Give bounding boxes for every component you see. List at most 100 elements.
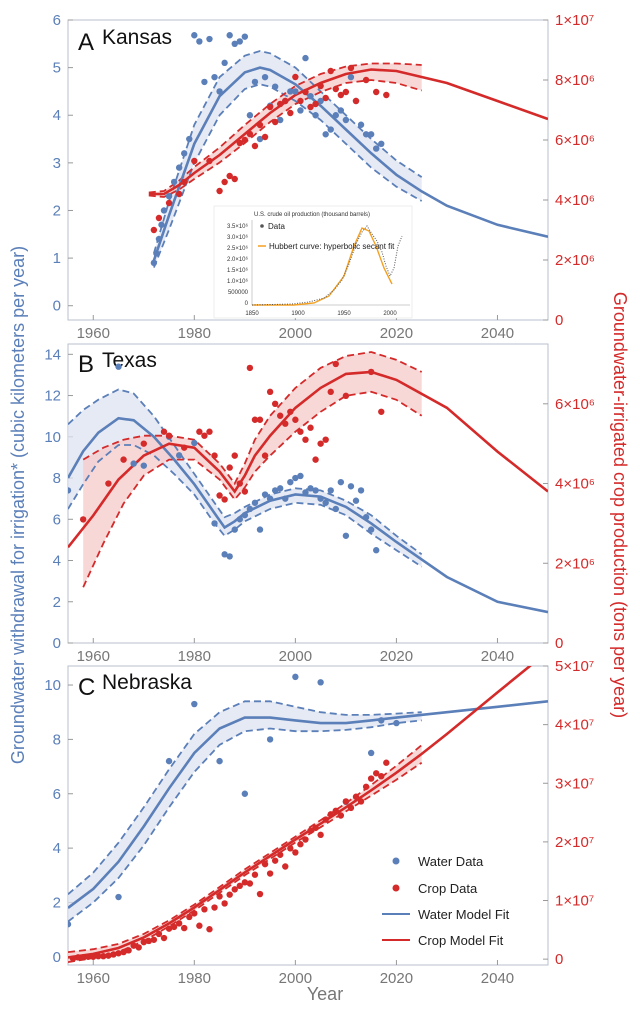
panel-a-water-point: [211, 73, 218, 81]
panel-c-x-tick-label: 2040: [481, 970, 514, 987]
panel-c-crop-point: [277, 851, 284, 858]
panel-b-crop-point: [201, 432, 208, 439]
panel-a-crop-point: [150, 226, 158, 234]
inset-data-points: [251, 225, 403, 306]
panel-c-crop-point: [367, 775, 375, 782]
panel-a-crop-point: [352, 97, 360, 105]
panel-b-crop-point: [342, 392, 350, 400]
panel-b-x-tick-label: 2000: [279, 648, 312, 665]
panel-b-water-point: [221, 551, 228, 558]
panel-a-water-point: [327, 126, 334, 133]
panel-b-water-band-lower: [68, 444, 423, 568]
inset-y-tick: 3.0×10⁶: [227, 234, 249, 241]
panel-b-water-point: [337, 478, 345, 486]
panel-b-y-tick-label: 8: [53, 470, 61, 487]
panel-a-x-tick-label: 1960: [77, 325, 110, 342]
inset-legend-fit: Hubbert curve: hyperbolic secant fit: [269, 242, 395, 251]
panel-c-x-tick-label: 1980: [178, 970, 211, 987]
panel-c-crop-point: [378, 773, 385, 780]
panel-c-crop-point: [105, 952, 112, 959]
legend-water-fit: Water Model Fit: [418, 907, 510, 922]
panel-c-crop-point: [317, 831, 324, 839]
panel-c-water-point: [317, 679, 324, 686]
inset: U.S. crude oil production (thousand barr…: [213, 205, 413, 319]
panel-c-y-tick-label: 4: [53, 840, 61, 857]
legend-water-data: Water Data: [418, 854, 484, 869]
panel-a-letter: A: [78, 29, 94, 56]
panel-b-water-point: [226, 553, 233, 560]
panel-b-crop-point: [79, 516, 87, 523]
panel-a-water-point: [221, 59, 228, 67]
panel-c-crop-point: [251, 871, 259, 878]
panel-b-crop-point: [297, 428, 304, 435]
panel-a-water-point: [312, 112, 319, 119]
panel-b-water-point: [307, 485, 314, 492]
panel-c-water-fit-line: [68, 700, 548, 909]
panel-b-y2-tick-label: 6×10⁶: [555, 396, 595, 413]
panel-b-water-point: [327, 487, 334, 494]
panel-b-crop-band-lower: [82, 390, 423, 588]
panel-c-crop-point: [130, 942, 137, 949]
panel-a-crop-point: [216, 187, 223, 195]
panel-c-crop-point: [327, 811, 334, 818]
panel-a-x-tick-label: 2020: [380, 325, 413, 342]
panel-b-crop-point: [312, 456, 319, 463]
panel-b-water-point: [266, 495, 274, 502]
panel-b-water-point: [251, 499, 259, 506]
panel-a-y-tick-label: 5: [53, 60, 61, 77]
inset-y-ticks: 3.5×10⁶ 3.0×10⁶ 2.5×10⁶ 2.0×10⁶ 1.5×10⁶ …: [227, 223, 249, 307]
panel-a-water-point: [261, 73, 269, 81]
panel-c-y-tick-label: 2: [53, 894, 61, 911]
panel-b-crop-point: [140, 440, 147, 447]
panel-c-water-point: [191, 700, 198, 708]
panel-b-crop-point: [317, 440, 324, 447]
panel-c-y2-tick-label: 4×10⁷: [555, 717, 594, 734]
panel-a-crop-point: [317, 82, 324, 90]
inset-y-tick: 1.5×10⁶: [227, 267, 249, 274]
panel-a-water-point: [307, 92, 314, 100]
panel-a-water-point: [186, 135, 193, 143]
panel-a-crop-point: [302, 88, 309, 96]
inset-x-tick: 1850: [245, 311, 259, 317]
panel-a-water-point: [226, 32, 233, 39]
panel-a-x-tick-label: 2040: [481, 325, 514, 342]
panel-a: A Kansas: [78, 26, 172, 56]
panel-b-crop-point: [251, 416, 259, 423]
inset-y-tick: 1.0×10⁶: [227, 278, 249, 285]
panel-c-water-point: [292, 673, 299, 681]
panel-b-crop-point: [322, 436, 329, 443]
panel-c-water-point: [68, 921, 72, 928]
panel-b-y-tick-label: 4: [53, 553, 61, 570]
panel-c-y2-tick-label: 5×10⁷: [555, 658, 594, 675]
panel-b-water-point: [302, 489, 309, 496]
inset-y-tick: 0: [245, 301, 249, 307]
panel-a-water-point: [196, 38, 203, 45]
panel-c-crop-point: [231, 886, 238, 893]
panel-c-water-point: [165, 757, 173, 765]
panel-b-water-point: [261, 491, 269, 498]
panel-a-water-point: [155, 235, 163, 243]
panel-c-crop-point: [160, 934, 168, 942]
panel-a-water-point: [362, 131, 370, 138]
panel-a-water-point: [337, 107, 345, 114]
panel-c-crop-point: [226, 891, 233, 898]
panel-c-crop-point: [221, 900, 228, 907]
panel-a-water-point: [170, 178, 178, 186]
panel-c-crop-point: [357, 798, 365, 805]
panel-a-water-point: [150, 259, 158, 267]
panel-a-y2-tick-label: 8×10⁶: [555, 72, 595, 89]
panel-a-crop-point: [307, 103, 314, 111]
panel-c-water-point: [216, 757, 223, 765]
panel-b-crop-point: [378, 408, 385, 415]
panel-b-water-point: [277, 485, 284, 492]
legend-crop-fit: Crop Model Fit: [418, 933, 504, 948]
panel-c-crop-point: [175, 920, 183, 927]
panel-a-crop-point: [287, 109, 294, 117]
panel-a-crop-point: [206, 157, 213, 165]
panel-a-x-tick-label: 1980: [178, 325, 211, 342]
inset-title: U.S. crude oil production (thousand barr…: [254, 212, 370, 218]
panel-b-y-tick-label: 12: [44, 388, 61, 405]
panel-a-water-point: [373, 145, 380, 152]
panel-c-water-band-lower: [68, 719, 422, 923]
panel-c-crop-point: [206, 926, 213, 933]
